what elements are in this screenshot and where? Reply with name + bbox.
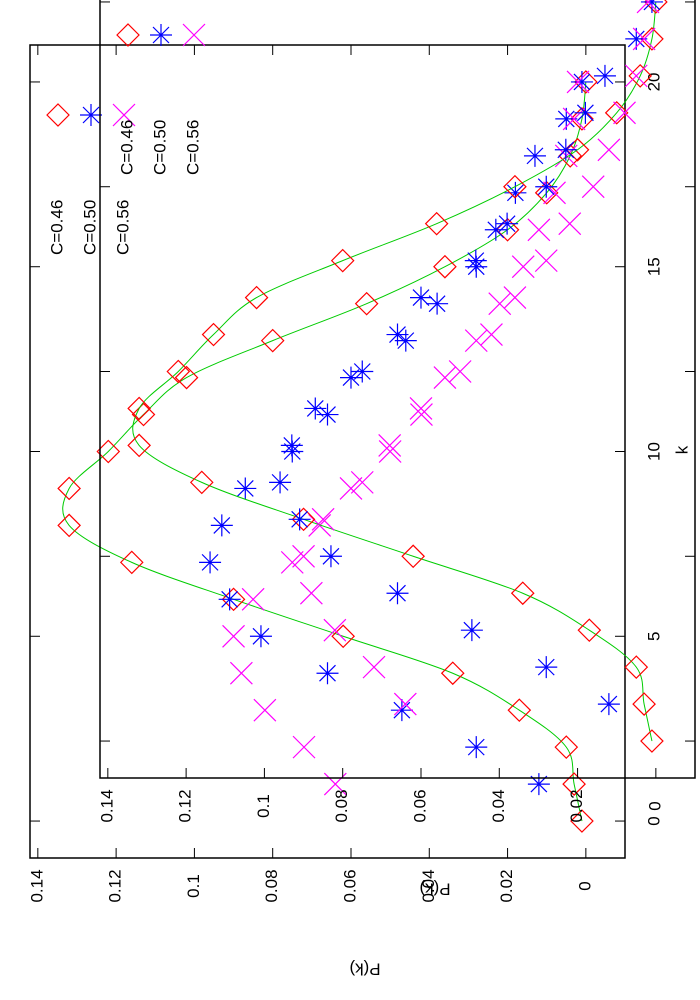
point — [570, 107, 594, 131]
x-tick-label: 15 — [644, 257, 663, 276]
y-tick-label: 0.06 — [340, 869, 359, 902]
x-tick-label: 10 — [644, 442, 663, 461]
y-tick-label: 0.1 — [184, 874, 203, 898]
y-tick-label: 0.08 — [262, 869, 281, 902]
point — [234, 477, 257, 500]
point — [260, 328, 285, 353]
point — [410, 403, 433, 426]
y-tick-label: 0.02 — [497, 869, 516, 902]
x-tick-label: 20 — [644, 72, 663, 91]
point — [484, 218, 507, 241]
point — [378, 440, 402, 463]
legend-marker — [80, 104, 102, 126]
plot-copy — [96, 0, 700, 900]
point — [249, 625, 272, 648]
x-axis-label: k — [672, 445, 691, 454]
point — [554, 735, 579, 759]
point — [504, 181, 527, 204]
point — [394, 329, 417, 352]
y-tick-label: 0 — [575, 881, 594, 890]
point — [354, 291, 379, 316]
point — [433, 254, 457, 279]
legend-label: C=0.46 — [47, 200, 66, 255]
legend-label: C=0.56 — [113, 200, 132, 255]
point — [222, 624, 245, 648]
x-tick-label: 0 — [644, 816, 663, 825]
point — [57, 513, 81, 538]
point — [96, 439, 121, 464]
y-tick-label: 0.12 — [106, 869, 125, 902]
x-tick-label: 5 — [644, 632, 663, 641]
point — [241, 587, 265, 611]
point — [331, 624, 356, 649]
point — [339, 366, 362, 389]
point — [555, 107, 578, 130]
point — [339, 477, 363, 500]
point — [316, 403, 339, 426]
y-axis-label: P(k) — [349, 960, 380, 979]
point — [534, 180, 559, 205]
point — [440, 661, 465, 686]
point — [465, 736, 488, 759]
fit-line — [62, 81, 587, 822]
point — [253, 698, 277, 722]
legend-label: C=0.50 — [80, 200, 99, 255]
point — [229, 661, 253, 685]
point — [57, 476, 81, 501]
point — [119, 550, 144, 575]
point — [433, 366, 457, 390]
point — [292, 735, 316, 759]
point — [280, 550, 304, 574]
point — [464, 329, 488, 353]
point — [566, 70, 590, 94]
point — [511, 255, 535, 279]
point — [570, 70, 593, 93]
point — [527, 773, 550, 796]
point — [527, 218, 551, 242]
point — [523, 144, 546, 167]
point — [562, 107, 586, 131]
point — [390, 699, 413, 722]
point — [316, 662, 339, 685]
point — [426, 292, 449, 315]
point — [218, 588, 241, 611]
y-tick-label: 0.14 — [27, 869, 46, 902]
point — [199, 551, 222, 574]
point — [488, 292, 512, 316]
point — [507, 698, 532, 723]
point — [210, 514, 233, 537]
legend-marker — [46, 103, 70, 127]
point — [174, 365, 199, 390]
